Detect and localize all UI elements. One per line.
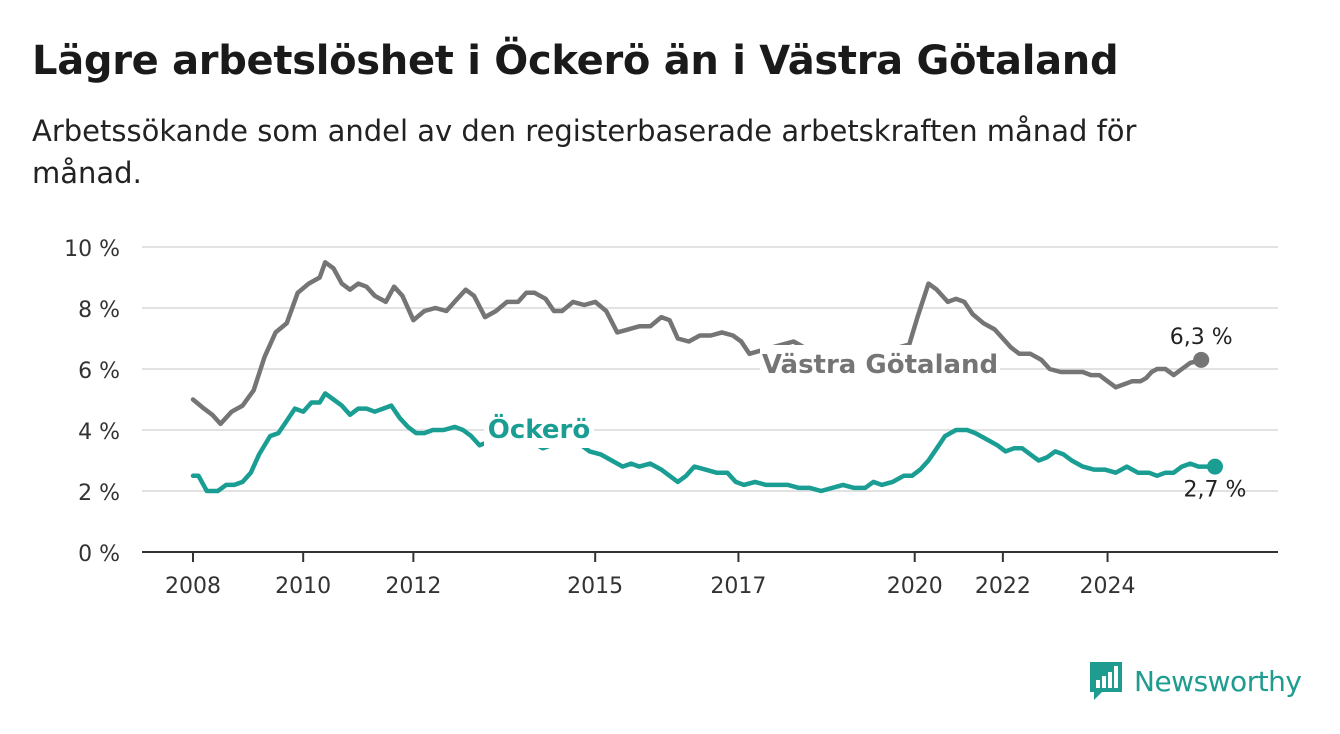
y-tick-label: 6 % bbox=[78, 359, 120, 384]
newsworthy-logo-icon bbox=[1090, 662, 1122, 700]
y-axis-ticks: 0 % 2 % 4 % 6 % 8 % 10 % bbox=[64, 237, 120, 567]
x-tick-label: 2020 bbox=[887, 574, 943, 599]
x-tick-label: 2024 bbox=[1080, 574, 1136, 599]
x-tick-label: 2008 bbox=[165, 574, 221, 599]
x-tick-label: 2012 bbox=[385, 574, 441, 599]
series-line bbox=[190, 391, 1218, 494]
series-label-backdrop bbox=[484, 410, 594, 448]
y-tick-label: 4 % bbox=[78, 420, 120, 445]
x-tick-label: 2010 bbox=[275, 574, 331, 599]
series-label: Öckerö bbox=[488, 412, 590, 445]
chart-subtitle: Arbetssökande som andel av den registerb… bbox=[32, 114, 1137, 190]
x-axis-ticks: 2008 2010 2012 2015 2017 2020 2022 2024 bbox=[165, 552, 1136, 599]
series-label-backdrop bbox=[760, 345, 1000, 383]
x-tick-label: 2015 bbox=[567, 574, 623, 599]
series-end-point bbox=[1193, 351, 1210, 368]
x-tick-label: 2022 bbox=[975, 574, 1031, 599]
chart-title: Lägre arbetslöshet i Öckerö än i Västra … bbox=[32, 38, 1119, 84]
series-end-label: 2,7 % bbox=[1184, 478, 1247, 503]
series-labels: 6,3 % 2,7 % Västra Götaland Öckerö bbox=[484, 325, 1246, 503]
series-end-point bbox=[1206, 458, 1223, 475]
y-tick-label: 2 % bbox=[78, 481, 120, 506]
y-tick-label: 8 % bbox=[78, 298, 120, 323]
series-end-label: 6,3 % bbox=[1170, 325, 1233, 350]
series-label: Västra Götaland bbox=[762, 350, 998, 380]
grid-lines bbox=[142, 246, 1278, 553]
y-tick-label: 10 % bbox=[64, 237, 120, 262]
y-tick-label: 0 % bbox=[78, 542, 120, 567]
series-lines bbox=[190, 260, 1223, 494]
brand-name: Newsworthy bbox=[1134, 664, 1302, 698]
series-line bbox=[190, 260, 1204, 427]
brand: Newsworthy bbox=[1088, 660, 1302, 702]
x-tick-label: 2017 bbox=[710, 574, 766, 599]
